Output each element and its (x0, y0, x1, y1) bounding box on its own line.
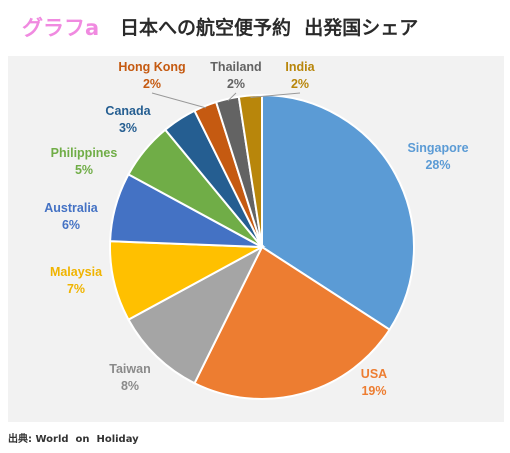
pie-chart: Singapore 28% USA 19% Taiwan 8% Malaysia 7% Aust… (44, 60, 469, 401)
pie-slice-india (237, 93, 263, 248)
slice-labels: Singapore 28% USA 19% Taiwan 8% Malaysia 7% Aust… (44, 60, 468, 398)
leader-line-thailand (227, 92, 237, 102)
pie-slice-taiwan (127, 244, 265, 385)
chart-panel: Singapore 28% USA 19% Taiwan 8% Malaysia 7% Aust… (8, 56, 504, 422)
slice-label-india: India 2% (285, 60, 315, 91)
chart-title: 日本への航空便予約 出発国シェア (120, 17, 419, 39)
figure-label: グラフa (22, 16, 100, 40)
slice-label-taiwan: Taiwan 8% (109, 362, 150, 393)
slice-label-thailand: Thailand 2% (210, 60, 261, 91)
header: グラフa 日本への航空便予約 出発国シェア (0, 0, 510, 56)
slice-label-singapore: Singapore 28% (407, 141, 468, 172)
source-note: 出典: World on Holiday (8, 434, 139, 445)
pie-slices (109, 93, 415, 401)
leader-lines (151, 92, 301, 109)
leader-line-hong-kong (151, 92, 207, 109)
slice-label-philippines: Philippines 5% (51, 146, 118, 177)
slice-label-australia: Australia 6% (44, 201, 99, 232)
slice-label-hong-kong: Hong Kong 2% (118, 60, 185, 91)
leader-line-india (250, 92, 301, 98)
slice-label-usa: USA 19% (361, 367, 387, 398)
slice-label-canada: Canada 3% (105, 104, 151, 135)
slice-label-malaysia: Malaysia 7% (50, 265, 103, 296)
